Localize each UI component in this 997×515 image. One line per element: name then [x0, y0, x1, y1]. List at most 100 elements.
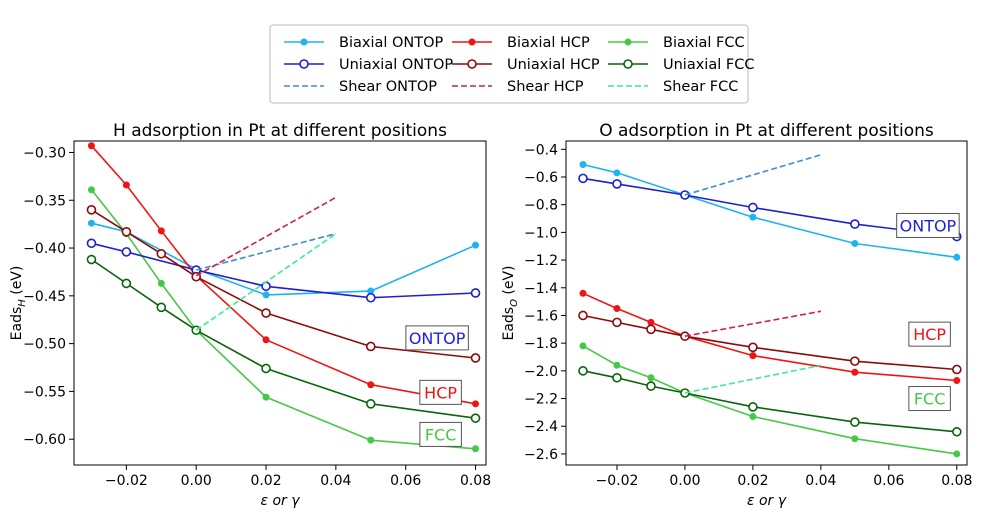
- legend-label-biaxial-fcc: Biaxial FCC: [663, 35, 745, 51]
- x-axis-label: ε or γ: [747, 493, 787, 509]
- point-uniaxial-hcp: [612, 317, 622, 328]
- point-biaxial-fcc: [87, 186, 95, 194]
- series-line-uniaxial-hcp: [582, 314, 957, 371]
- annotation-ontop: ONTOP: [900, 216, 957, 235]
- legend-label-biaxial-ontop: Biaxial ONTOP: [339, 35, 444, 51]
- point-biaxial-fcc: [851, 435, 859, 443]
- y-axis-label-subscript: O: [509, 299, 520, 307]
- point-uniaxial-hcp: [748, 342, 758, 353]
- series-line-biaxial-fcc: [582, 345, 957, 455]
- y-tick-label: −0.45: [23, 289, 66, 305]
- point-uniaxial-hcp: [156, 248, 167, 259]
- y-tick-label: −0.40: [23, 241, 66, 257]
- point-uniaxial-ontop: [850, 219, 860, 229]
- legend-label-uniaxial-fcc: Uniaxial FCC: [663, 57, 754, 73]
- legend-label-uniaxial-hcp: Uniaxial HCP: [507, 57, 600, 73]
- series-line-shear-hcp: [684, 310, 822, 337]
- point-biaxial-fcc: [262, 393, 270, 401]
- y-axis-label: EadsH (eV): [9, 266, 28, 341]
- y-tick-label: −2.2: [524, 392, 558, 408]
- point-uniaxial-fcc: [952, 426, 962, 437]
- x-tick-label: −0.02: [105, 473, 148, 489]
- point-uniaxial-ontop: [365, 292, 376, 303]
- legend-marker-uniaxial-fcc: [623, 59, 633, 69]
- y-axis-label: EadsO (eV): [501, 265, 520, 340]
- y-tick-label: −0.8: [524, 198, 558, 214]
- point-uniaxial-ontop: [121, 247, 132, 257]
- point-uniaxial-fcc: [86, 254, 97, 265]
- legend-label-shear-ontop: Shear ONTOP: [339, 79, 437, 95]
- y-tick-label: −1.4: [524, 281, 558, 297]
- y-tick-label: −1.8: [524, 336, 558, 352]
- x-tick-label: 0.04: [320, 473, 351, 489]
- y-tick-label: −1.0: [524, 225, 558, 241]
- annotation-hcp: HCP: [424, 383, 457, 402]
- plot-frame: [73, 140, 487, 466]
- point-biaxial-fcc: [472, 445, 480, 453]
- point-biaxial-hcp: [851, 368, 859, 376]
- annotation-box-fcc: [419, 421, 462, 447]
- point-biaxial-ontop: [262, 291, 270, 299]
- point-biaxial-fcc: [579, 342, 587, 350]
- point-biaxial-fcc: [367, 436, 375, 444]
- y-tick-label: −0.6: [524, 170, 558, 186]
- point-uniaxial-hcp: [578, 310, 588, 321]
- point-biaxial-hcp: [122, 181, 130, 189]
- series-line-biaxial-hcp: [90, 145, 476, 405]
- point-uniaxial-hcp: [121, 226, 132, 237]
- series-line-uniaxial-ontop: [91, 242, 476, 299]
- point-biaxial-hcp: [367, 381, 375, 389]
- point-uniaxial-fcc: [121, 278, 132, 289]
- series-line-uniaxial-ontop: [582, 177, 957, 238]
- annotation-fcc: FCC: [914, 390, 946, 409]
- series-line-shear-ontop: [195, 232, 337, 271]
- series-line-biaxial-ontop: [91, 222, 476, 296]
- point-biaxial-ontop: [579, 161, 587, 169]
- point-biaxial-ontop: [953, 253, 961, 261]
- legend: Biaxial ONTOP Biaxial HCP Biaxial FCC Uniax…: [269, 24, 754, 104]
- annotation-box-fcc: [908, 386, 951, 412]
- y-tick-label: −2.6: [524, 447, 558, 463]
- point-uniaxial-fcc: [365, 399, 376, 409]
- x-tick-label: 0.02: [250, 473, 281, 489]
- point-uniaxial-fcc: [261, 363, 271, 374]
- point-uniaxial-hcp: [86, 205, 97, 215]
- annotation-hcp: HCP: [913, 325, 946, 344]
- y-tick-label: −2.4: [524, 419, 558, 435]
- point-biaxial-ontop: [749, 213, 757, 221]
- annotation-box-hcp: [419, 379, 462, 405]
- y-axis-label-subscript: H: [17, 299, 28, 307]
- annotation-box-hcp: [908, 321, 951, 347]
- legend-label-uniaxial-ontop: Uniaxial ONTOP: [339, 57, 453, 73]
- point-uniaxial-ontop: [748, 202, 758, 213]
- y-tick-label: −1.6: [524, 308, 558, 324]
- series-line-uniaxial-fcc: [582, 370, 957, 433]
- point-biaxial-fcc: [953, 450, 961, 458]
- chart-title: H adsorption in Pt at different position…: [113, 121, 447, 141]
- chart-title: O adsorption in Pt at different position…: [599, 121, 934, 141]
- series-line-shear-ontop: [684, 154, 822, 196]
- point-uniaxial-fcc: [646, 381, 656, 391]
- y-tick-label: −0.55: [23, 384, 66, 400]
- point-uniaxial-hcp: [850, 356, 860, 366]
- y-axis-label-main: Eads: [501, 307, 517, 341]
- point-biaxial-hcp: [647, 318, 655, 326]
- point-uniaxial-fcc: [470, 413, 481, 423]
- point-uniaxial-hcp: [261, 308, 271, 318]
- point-biaxial-ontop: [367, 287, 375, 295]
- y-tick-label: −0.50: [23, 337, 66, 353]
- x-tick-label: 0.04: [805, 473, 836, 489]
- point-biaxial-ontop: [851, 239, 859, 247]
- point-biaxial-fcc: [157, 279, 165, 287]
- legend-label-biaxial-hcp: Biaxial HCP: [507, 35, 590, 51]
- y-tick-label: −2.0: [524, 364, 558, 380]
- point-biaxial-hcp: [262, 336, 270, 344]
- x-tick-label: −0.02: [596, 473, 639, 489]
- y-tick-label: −0.30: [23, 145, 66, 161]
- y-tick-label: −1.2: [524, 253, 558, 269]
- legend-marker-biaxial-hcp: [468, 38, 476, 46]
- annotation-box-ontop: [896, 212, 960, 238]
- legend-marker-uniaxial-ontop: [299, 59, 309, 69]
- point-uniaxial-ontop: [470, 288, 481, 298]
